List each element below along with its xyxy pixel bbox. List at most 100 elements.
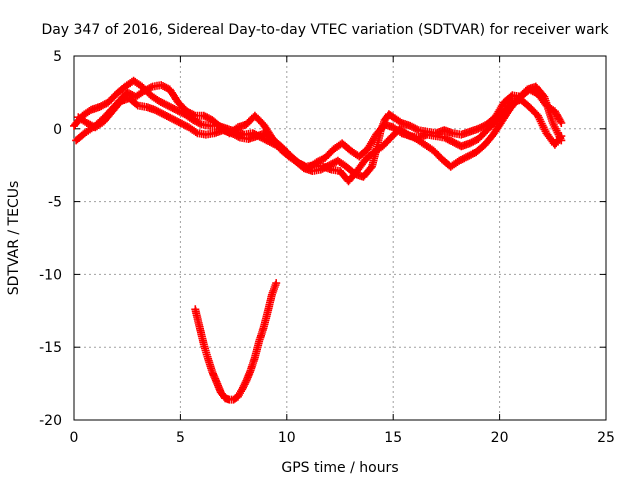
data-point [528, 105, 531, 109]
data-point [442, 128, 446, 132]
data-point [370, 165, 374, 169]
y-tick-label: 5 [53, 49, 62, 65]
data-point [500, 120, 504, 123]
data-point [330, 168, 333, 172]
data-point [262, 123, 265, 126]
data-point [355, 169, 359, 173]
data-point [204, 133, 208, 137]
data-point [202, 114, 206, 118]
data-point [272, 139, 276, 142]
data-point [389, 136, 393, 139]
data-point [262, 326, 265, 330]
x-tick-label: 25 [597, 430, 615, 446]
data-point [536, 114, 540, 118]
data-point [102, 120, 106, 123]
data-point [106, 101, 110, 104]
axis-ticks: 0 5 10 15 20 25 5 0 -5 -10 -15 -20 [39, 49, 615, 446]
data-point [240, 388, 244, 391]
data-point [253, 114, 257, 118]
data-point [83, 131, 86, 135]
data-point [545, 131, 548, 135]
data-point [362, 175, 365, 179]
y-tick-label: 0 [53, 122, 62, 138]
data-point [198, 325, 202, 329]
data-point [502, 101, 506, 104]
data-point [474, 150, 478, 154]
x-tick-label: 10 [278, 430, 296, 446]
data-point [451, 140, 455, 144]
data-point [423, 143, 427, 147]
data-point [142, 89, 146, 93]
data-point [210, 118, 214, 122]
data-point [459, 133, 463, 137]
data-point [321, 165, 325, 169]
data-point [511, 93, 514, 97]
data-point [119, 99, 123, 103]
data-point [85, 121, 89, 125]
data-point [227, 398, 231, 401]
data-point [257, 340, 261, 343]
data-point [425, 133, 429, 137]
data-point [468, 130, 472, 134]
data-point [485, 128, 489, 132]
data-point [230, 131, 233, 135]
data-point [159, 83, 163, 87]
data-point [93, 125, 97, 129]
x-tick-label: 15 [384, 430, 402, 446]
data-point [491, 133, 495, 137]
data-point [357, 155, 361, 158]
data-point [215, 380, 219, 384]
data-point [174, 108, 178, 112]
data-point [115, 92, 118, 96]
data-point [179, 121, 182, 125]
data-point [440, 158, 444, 161]
data-point [387, 112, 391, 116]
data-point [408, 134, 412, 138]
plot-frame [73, 55, 607, 421]
x-tick-label: 0 [70, 430, 79, 446]
data-point [74, 139, 78, 142]
data-point [264, 131, 267, 135]
data-point [170, 117, 174, 120]
data-point [457, 159, 461, 163]
data-point [193, 307, 197, 311]
data-point [542, 95, 546, 99]
chart-title: Day 347 of 2016, Sidereal Day-to-day VTE… [41, 22, 609, 38]
data-point [400, 121, 404, 125]
data-point [559, 134, 563, 138]
data-point [110, 109, 114, 113]
data-point [502, 109, 506, 113]
data-point [519, 98, 523, 102]
data-point [383, 123, 387, 126]
data-point [476, 127, 480, 131]
data-point [449, 165, 453, 169]
data-point [245, 123, 248, 126]
series-trace-d [191, 279, 281, 404]
data-point [221, 128, 225, 132]
data-point [483, 143, 487, 147]
data-point [274, 281, 278, 285]
data-point [340, 142, 344, 145]
data-point [132, 79, 136, 83]
data-point [76, 115, 80, 119]
data-point [123, 85, 127, 88]
data-point [247, 137, 250, 141]
data-point [166, 104, 170, 107]
data-point [323, 156, 327, 160]
data-point [525, 88, 529, 91]
data-point [408, 124, 412, 128]
data-point [336, 159, 340, 163]
data-point [432, 149, 435, 153]
data-point [345, 165, 348, 169]
data-point [134, 95, 138, 99]
data-point [98, 105, 101, 109]
data-point [89, 108, 93, 112]
data-point [232, 398, 236, 401]
data-point [459, 144, 463, 148]
data-point [149, 93, 153, 97]
data-point [140, 85, 144, 88]
data-series [70, 76, 566, 404]
data-point [310, 169, 314, 173]
data-point [219, 390, 223, 394]
